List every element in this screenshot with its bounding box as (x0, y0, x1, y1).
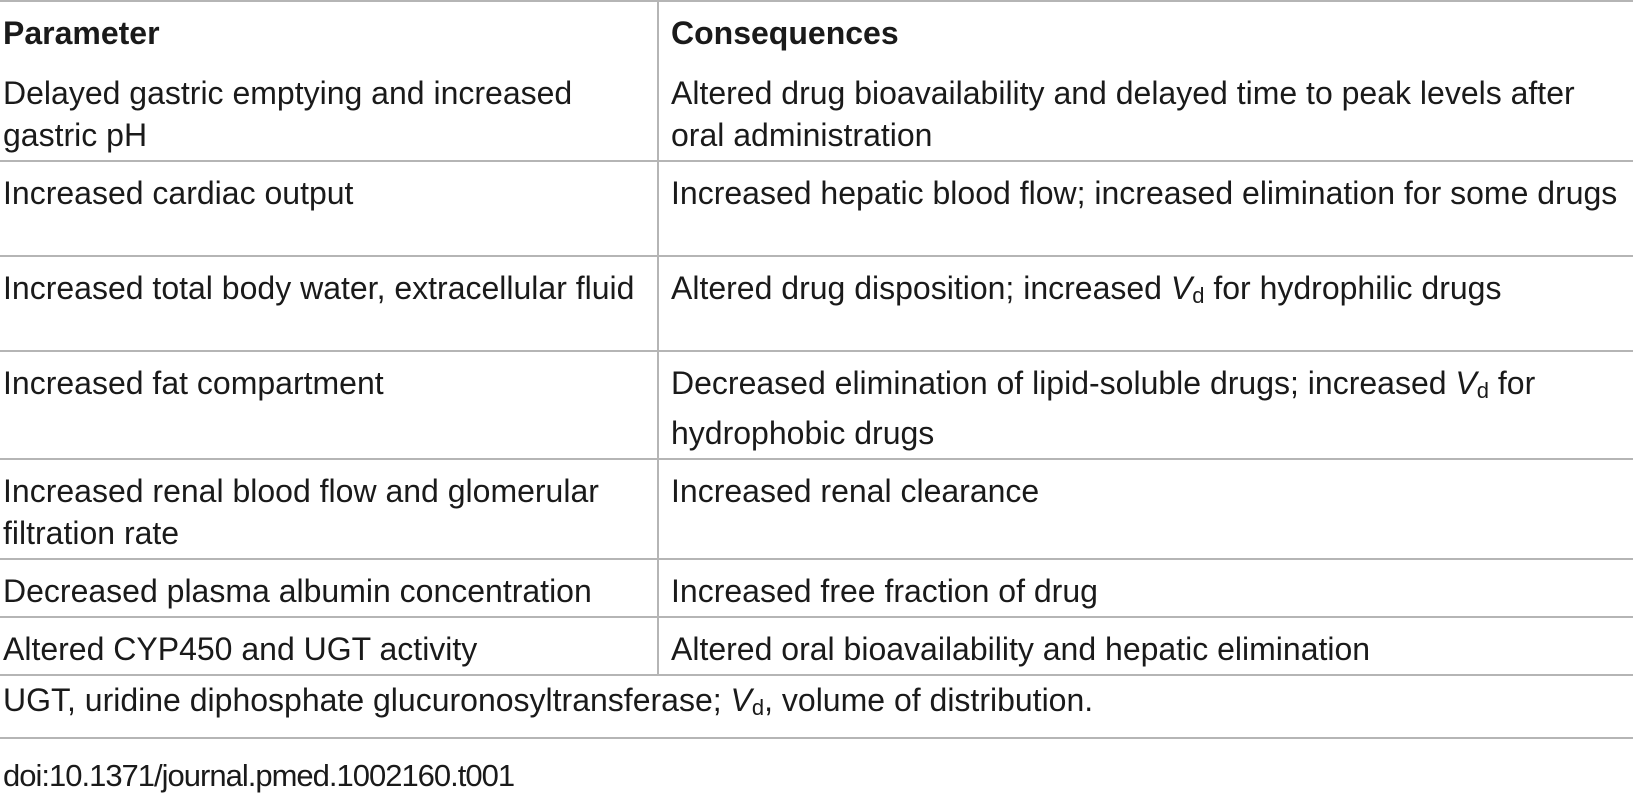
column-header-parameter: Parameter (3, 15, 160, 51)
parameter-cell: Increased fat compartment (0, 350, 658, 459)
consequence-cell: Increased renal clearance (657, 458, 1633, 559)
table-row: Increased total body water, extracellula… (0, 255, 1633, 351)
table-footnote: UGT, uridine diphosphate glucuronosyltra… (3, 680, 1093, 728)
pharmacokinetics-table-container: Parameter Consequences Delayed gastric e… (0, 0, 1633, 676)
footer-divider (0, 737, 1633, 739)
table-row: Delayed gastric emptying and increased g… (0, 62, 1633, 161)
vd-symbol: V (1455, 365, 1477, 401)
consequence-text-post: for hydrophobic drugs (671, 365, 1536, 451)
consequence-cell: Altered oral bioavailability and hepatic… (657, 616, 1633, 675)
footnote-text-pre: UGT, uridine diphosphate glucuronosyltra… (3, 682, 731, 718)
vd-subscript: d (1192, 283, 1205, 308)
consequence-cell: Increased hepatic blood flow; increased … (657, 160, 1633, 256)
table-row: Increased cardiac output Increased hepat… (0, 160, 1633, 256)
consequence-cell: Decreased elimination of lipid-soluble d… (657, 350, 1633, 459)
table-row: Increased renal blood flow and glomerula… (0, 458, 1633, 559)
column-header-consequences: Consequences (657, 1, 1633, 62)
consequence-text-pre: Altered drug disposition; increased (671, 270, 1171, 306)
consequence-text-post: for hydrophilic drugs (1204, 270, 1502, 306)
table-header-row: Parameter Consequences (0, 1, 1633, 62)
consequence-text-pre: Decreased elimination of lipid-soluble d… (671, 365, 1456, 401)
vd-subscript: d (751, 695, 765, 720)
vd-symbol: V (730, 682, 752, 718)
vd-symbol: V (1170, 270, 1193, 306)
parameter-cell: Decreased plasma albumin concentration (0, 558, 658, 617)
parameter-cell: Increased renal blood flow and glomerula… (0, 458, 658, 559)
table-row: Altered CYP450 and UGT activity Altered … (0, 616, 1633, 675)
parameter-cell: Increased total body water, extracellula… (0, 255, 658, 351)
consequence-cell: Altered drug bioavailability and delayed… (657, 62, 1633, 161)
table-row: Decreased plasma albumin concentration I… (0, 558, 1633, 617)
parameter-cell: Delayed gastric emptying and increased g… (3, 75, 573, 153)
consequence-cell: Increased free fraction of drug (657, 558, 1633, 617)
parameter-cell: Altered CYP450 and UGT activity (0, 616, 658, 675)
vd-subscript: d (1476, 378, 1490, 403)
footnote-text-post: , volume of distribution. (764, 682, 1094, 718)
pharmacokinetics-table: Parameter Consequences Delayed gastric e… (0, 0, 1633, 676)
doi-link[interactable]: doi:10.1371/journal.pmed.1002160.t001 (3, 758, 515, 793)
parameter-cell: Increased cardiac output (0, 160, 658, 256)
table-row: Increased fat compartment Decreased elim… (0, 350, 1633, 459)
consequence-cell: Altered drug disposition; increased Vd f… (657, 255, 1633, 351)
